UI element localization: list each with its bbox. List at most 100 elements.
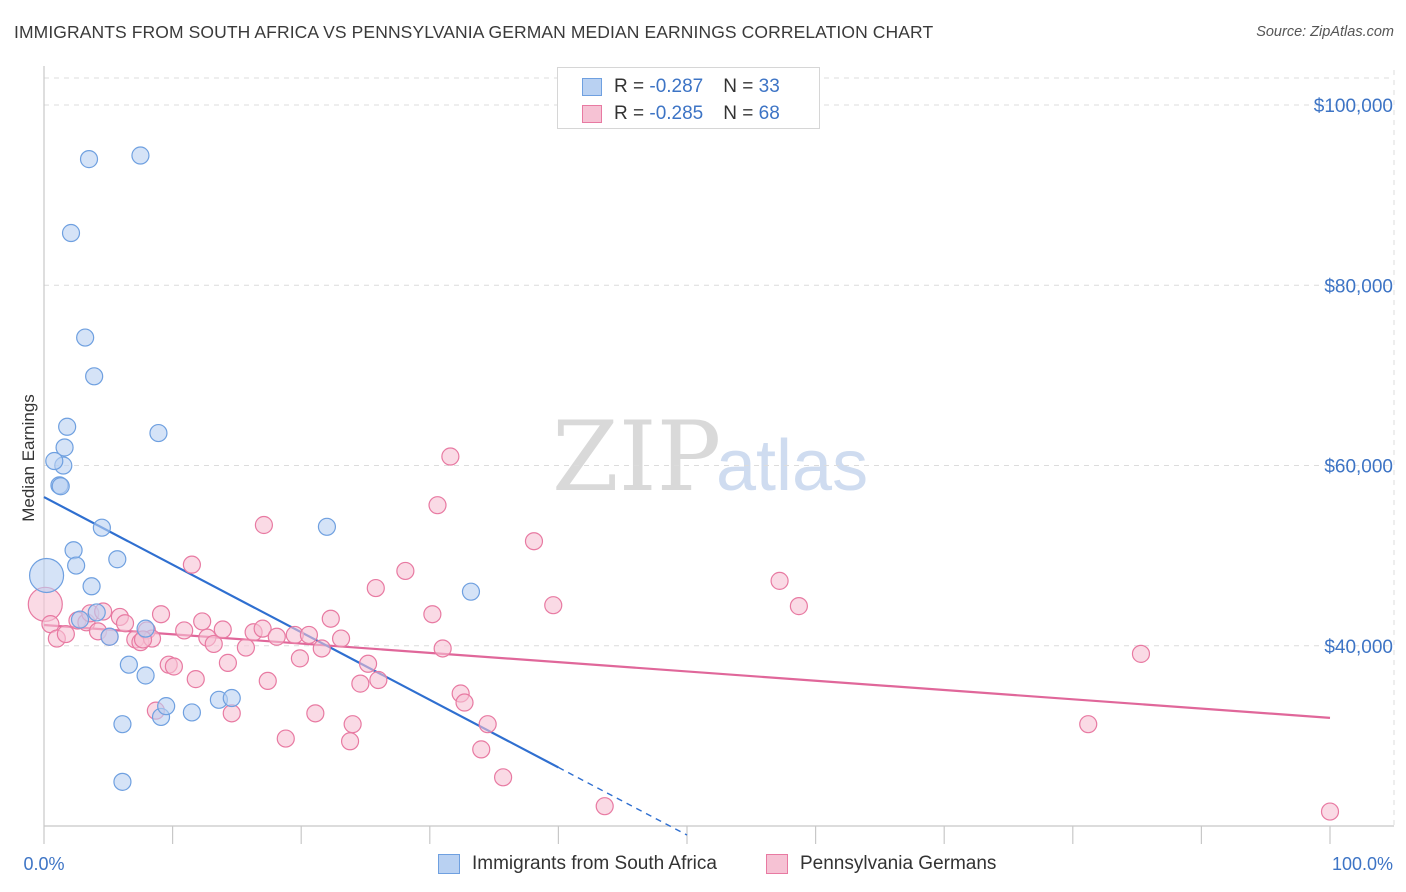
legend-swatch-blue [438, 854, 460, 874]
y-tick-label: $80,000 [1324, 276, 1393, 297]
watermark: ZIP atlas [552, 401, 868, 513]
legend-swatch-pink [582, 105, 602, 123]
point-pennsylvania-germans [331, 629, 351, 648]
point-pennsylvania-germans [151, 605, 171, 624]
correlation-legend: R = -0.287 N = 33 R = -0.285 N = 68 [557, 67, 820, 129]
point-immigrants [61, 223, 81, 243]
point-pennsylvania-germans [204, 634, 223, 654]
point-pennsylvania-germans [770, 571, 789, 590]
point-immigrants [317, 517, 337, 536]
point-pennsylvania-germans [396, 561, 415, 581]
point-pennsylvania-germans [1131, 644, 1151, 663]
point-pennsylvania-germans [182, 555, 201, 574]
point-immigrants [108, 550, 127, 569]
legend-label-pennsylvania-germans: Pennsylvania Germans [800, 853, 997, 874]
legend-r-label: R = [614, 103, 650, 124]
point-pennsylvania-germans [366, 578, 385, 598]
point-pennsylvania-germans [441, 447, 460, 466]
point-immigrants [58, 417, 77, 436]
trendline-immigrants-extension [558, 766, 688, 836]
axes [43, 66, 1394, 844]
point-pennsylvania-germans [175, 621, 194, 640]
legend-swatch-blue [582, 78, 602, 96]
point-immigrants [119, 655, 138, 674]
point-pennsylvania-germans [358, 654, 378, 673]
point-pennsylvania-germans [428, 496, 447, 515]
y-tick-label: $60,000 [1324, 457, 1393, 478]
point-immigrants [461, 582, 481, 601]
point-immigrants [64, 541, 83, 560]
point-pennsylvania-germans [472, 740, 491, 759]
legend-n-label: N = [723, 103, 759, 124]
point-pennsylvania-germans [258, 671, 277, 691]
point-immigrants [70, 610, 90, 629]
point-pennsylvania-germans [1079, 715, 1098, 734]
point-pennsylvania-germans [56, 624, 75, 644]
legend-r-value: -0.287 [649, 76, 704, 97]
tick-labels: $40,000 $60,000 $80,000 $100,000 0.0% 100.0% [23, 96, 1393, 874]
legend-n-value: 68 [758, 103, 780, 124]
legend-row-blue: R = -0.287 N = 33 [582, 74, 780, 100]
point-immigrants [87, 603, 106, 622]
point-pennsylvania-germans [423, 605, 442, 624]
point-pennsylvania-germans [236, 638, 256, 657]
point-immigrants [149, 423, 168, 443]
legend-r-label: R = [614, 76, 650, 97]
point-pennsylvania-germans [1320, 802, 1340, 821]
point-pennsylvania-germans [595, 797, 614, 816]
watermark-atlas: atlas [716, 426, 868, 506]
point-pennsylvania-germans [290, 649, 310, 668]
point-pennsylvania-germans [321, 609, 340, 628]
y-tick-label: $40,000 [1324, 637, 1393, 658]
trendlines [43, 496, 1331, 836]
point-immigrants [67, 556, 86, 575]
point-immigrants [157, 697, 176, 716]
legend-label-immigrants: Immigrants from South Africa [472, 853, 717, 874]
point-immigrants [28, 557, 65, 594]
point-pennsylvania-germans [213, 620, 232, 639]
point-pennsylvania-germans [306, 704, 325, 723]
point-pennsylvania-germans [524, 532, 544, 551]
point-pennsylvania-germans [115, 614, 135, 633]
point-pennsylvania-germans [186, 670, 205, 689]
legend-swatch-pink [766, 854, 788, 874]
point-pennsylvania-germans [789, 597, 808, 616]
point-pennsylvania-germans [164, 657, 183, 676]
point-pennsylvania-germans [433, 639, 452, 658]
point-pennsylvania-germans [222, 704, 241, 723]
point-immigrants [136, 666, 155, 685]
point-pennsylvania-germans [312, 639, 331, 658]
point-immigrants [136, 619, 155, 638]
point-immigrants [51, 477, 70, 496]
y-tick-label: $100,000 [1314, 96, 1393, 117]
x-tick-label: 100.0% [1332, 854, 1393, 874]
point-immigrants [113, 715, 132, 734]
point-pennsylvania-germans [218, 653, 237, 672]
point-immigrants [182, 703, 201, 722]
legend-row-pink: R = -0.285 N = 68 [582, 101, 780, 127]
trendline-pennsylvania-germans [43, 623, 1331, 719]
point-pennsylvania-germans [369, 670, 388, 690]
point-immigrants [131, 146, 150, 165]
data-points [27, 146, 1340, 821]
point-immigrants [55, 438, 74, 457]
point-immigrants [82, 577, 101, 596]
chart-title: IMMIGRANTS FROM SOUTH AFRICA VS PENNSYLV… [14, 22, 934, 42]
point-pennsylvania-germans [253, 619, 272, 638]
point-immigrants [76, 328, 95, 347]
point-immigrants [100, 627, 119, 646]
point-pennsylvania-germans [193, 612, 212, 631]
point-pennsylvania-germans [267, 627, 286, 646]
point-immigrants [222, 688, 241, 708]
legend-n-value: 33 [758, 76, 780, 97]
x-tick-label: 0.0% [23, 854, 64, 874]
series-legend-blue: Immigrants from South Africa [438, 851, 717, 877]
point-pennsylvania-germans [455, 693, 474, 712]
y-axis-label: Median Earnings [19, 394, 38, 522]
legend-n-label: N = [723, 76, 759, 97]
point-immigrants [45, 451, 64, 471]
legend-r-value: -0.285 [649, 103, 704, 124]
series-legend-pink: Pennsylvania Germans [766, 851, 996, 877]
watermark-zip: ZIP [552, 401, 721, 513]
